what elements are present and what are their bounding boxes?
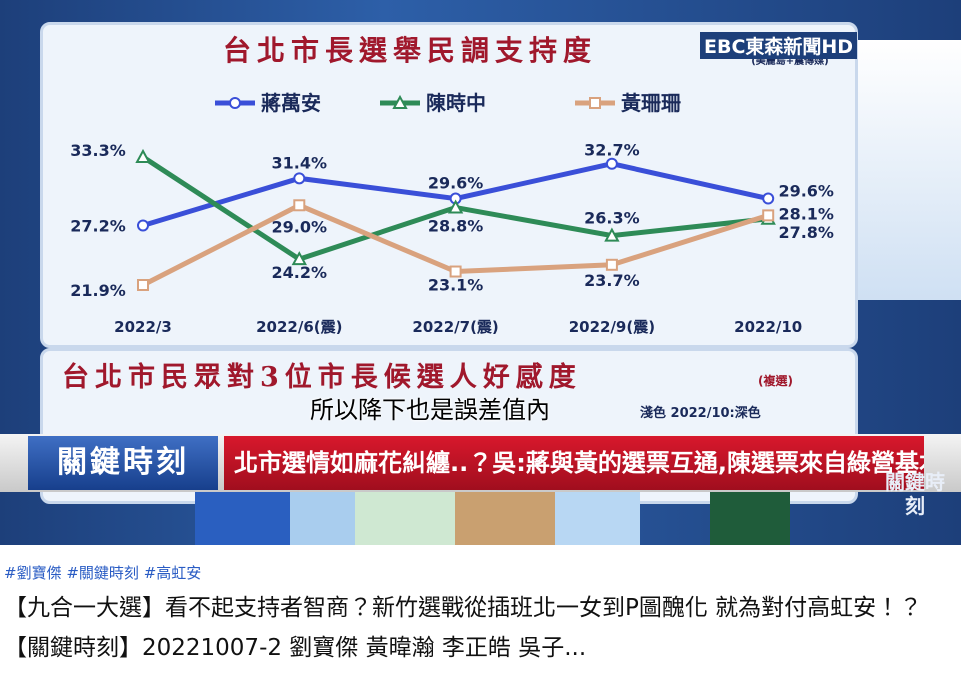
value-label: 29.6% [778,182,834,201]
value-label: 29.6% [428,174,484,193]
point [762,192,775,205]
value-label: 21.9% [70,281,126,300]
point [605,157,618,170]
hashtag[interactable]: #關鍵時刻 [66,564,139,582]
point [137,279,149,291]
second-panel-title: 台北市民眾對3位市長候選人好感度 [62,362,582,393]
value-label: 24.2% [272,263,328,282]
video-title[interactable]: 【九合一大選】看不起支持者智商？新竹選戰從插班北一女到P圖醜化 就為對付高虹安！… [4,595,923,661]
x-tick-label: 2022/7(震) [412,318,498,336]
value-label: 26.3% [584,209,640,228]
corner-logo: 關鍵時刻 [885,470,945,518]
point [293,199,306,212]
point [291,251,307,266]
candidate-photo [858,40,961,300]
value-label: 23.1% [428,276,484,295]
chart-panel [40,22,858,348]
point [449,265,462,278]
x-tick-label: 2022/10 [734,318,802,336]
legend-note: 淺色 2022/10:深色 [640,406,761,421]
chart: 台北市長選舉民調支持度 (美麗島+震傳媒)2022/3 2022/6(震) 2022/… [70,34,834,336]
headline: 北市選情如麻花糾纏..？吳:蔣與黃的選票互通,陳選票來自綠營基本盤! [224,436,924,490]
legend-marker [229,97,241,109]
second-panel-note: (複選) [758,374,793,388]
point [293,172,306,185]
value-label: 27.2% [70,216,126,235]
value-label: 29.0% [272,217,328,236]
legend-label: 黃珊珊 [621,91,681,115]
point [605,258,618,271]
hashtags: #劉寶傑 #關鍵時刻 #高虹安 [4,562,201,583]
x-tick-label: 2022/9(震) [569,318,655,336]
chart-title: 台北市長選舉民調支持度 [223,34,597,67]
program-banner: 關鍵時刻 [28,436,218,490]
video-frame[interactable]: 台北市長選舉民調支持度 (美麗島+震傳媒) 2022/3 2022/6(震) 2022/… [0,0,961,545]
value-label: 28.8% [428,217,484,236]
value-label: 27.8% [778,223,834,242]
bars-background [0,490,961,545]
value-label: 32.7% [584,141,640,160]
legend-marker [589,97,601,109]
value-label: 31.4% [272,153,328,172]
legend-label: 陳時中 [426,91,486,115]
point [447,199,464,214]
point [135,148,151,163]
point [762,209,775,222]
x-tick-label: 2022/6(震) [256,318,342,336]
value-label: 33.3% [70,141,126,160]
value-label: 23.7% [584,271,640,290]
hashtag[interactable]: #高虹安 [143,564,202,582]
value-label: 28.1% [778,204,834,223]
point [137,219,149,232]
x-tick-label: 2022/3 [114,318,172,336]
channel-logo: EBC東森新聞HD [700,32,858,59]
point [604,227,620,242]
hashtag[interactable]: #劉寶傑 [4,564,62,582]
legend-marker [392,94,408,109]
caption: 所以降下也是誤差值內 [310,396,550,424]
legend-label: 蔣萬安 [261,91,321,115]
